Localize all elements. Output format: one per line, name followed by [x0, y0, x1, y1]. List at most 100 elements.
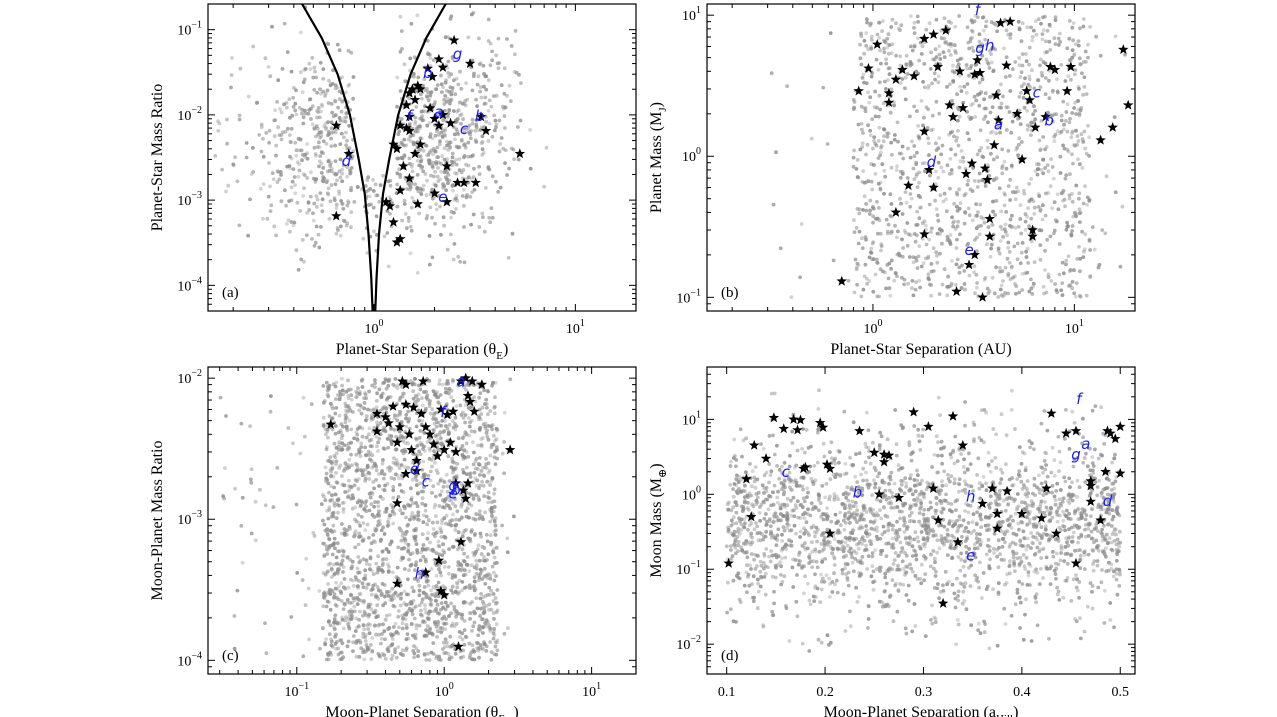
simulated-point [389, 438, 393, 443]
simulated-point [419, 116, 423, 121]
simulated-point [244, 155, 249, 160]
simulated-point [299, 30, 303, 35]
simulated-point [1006, 291, 1010, 296]
simulated-point [969, 18, 974, 23]
simulated-point [303, 154, 307, 159]
simulated-point [359, 499, 364, 504]
simulated-point [412, 655, 416, 660]
simulated-point [965, 91, 969, 95]
simulated-point [505, 37, 509, 41]
simulated-point [506, 255, 511, 260]
simulated-point [381, 487, 385, 492]
simulated-point [821, 85, 826, 90]
simulated-point [446, 454, 451, 459]
simulated-point [413, 514, 417, 518]
simulated-point [487, 167, 492, 172]
simulated-point [289, 185, 294, 190]
simulated-point [468, 617, 472, 621]
star-icon [343, 148, 355, 159]
simulated-point [1058, 131, 1062, 136]
simulated-point [461, 416, 466, 420]
simulated-point [485, 388, 490, 393]
simulated-point [446, 644, 450, 649]
simulated-point [287, 133, 292, 138]
star-icon [400, 379, 412, 390]
simulated-point [303, 67, 308, 71]
simulated-point [374, 399, 379, 403]
simulated-point [322, 594, 327, 599]
simulated-point [1018, 75, 1023, 79]
simulated-point [329, 469, 333, 474]
simulated-point [348, 557, 352, 562]
simulated-point [458, 635, 462, 639]
simulated-point [865, 142, 870, 147]
simulated-point [1098, 53, 1103, 58]
simulated-point [433, 514, 438, 519]
star-icon [1021, 85, 1032, 96]
simulated-point [484, 649, 489, 653]
simulated-point [409, 21, 414, 26]
simulated-point [946, 275, 950, 279]
simulated-point [980, 154, 984, 159]
simulated-point [484, 119, 489, 124]
simulated-point [483, 186, 488, 190]
simulated-point [259, 149, 264, 154]
simulated-point [492, 578, 497, 583]
simulated-point [1017, 108, 1022, 113]
simulated-point [903, 97, 908, 102]
simulated-point [458, 403, 463, 408]
simulated-point [974, 98, 979, 103]
simulated-point [367, 477, 372, 481]
simulated-point [397, 466, 402, 470]
simulated-point [400, 47, 404, 51]
simulated-point [301, 395, 306, 400]
simulated-point [1003, 222, 1008, 227]
simulated-point [1112, 115, 1117, 119]
simulated-point [865, 20, 869, 25]
simulated-point [275, 100, 279, 104]
simulated-point [321, 384, 326, 388]
simulated-point [952, 219, 956, 224]
simulated-point [472, 470, 477, 475]
simulated-point [424, 577, 429, 582]
simulated-point [444, 78, 448, 83]
annotation-label: c [422, 473, 431, 491]
star-icon [433, 53, 445, 64]
simulated-point [344, 415, 349, 420]
simulated-points [769, 13, 1127, 299]
simulated-point [422, 478, 427, 483]
simulated-point [1065, 224, 1070, 229]
simulated-point [414, 501, 418, 505]
simulated-point [301, 115, 306, 120]
simulated-point [1103, 231, 1108, 236]
simulated-point [1037, 228, 1042, 233]
simulated-point [376, 623, 380, 628]
simulated-point [369, 541, 374, 546]
simulated-point [402, 546, 407, 550]
simulated-point [900, 275, 904, 280]
star-icon [424, 428, 436, 439]
simulated-point [476, 633, 481, 638]
simulated-point [454, 171, 459, 176]
star-icon [428, 438, 440, 449]
simulated-point [916, 20, 920, 24]
star-icon [455, 536, 467, 547]
simulated-point [1079, 106, 1084, 110]
simulated-point [446, 71, 451, 75]
simulated-point [493, 644, 498, 649]
simulated-point [945, 235, 950, 239]
simulated-point [471, 516, 476, 521]
simulated-point [1000, 171, 1005, 176]
simulated-point [482, 574, 487, 579]
simulated-point [957, 265, 962, 270]
simulated-point [472, 588, 477, 593]
simulated-point [451, 501, 455, 506]
simulated-point [386, 437, 390, 441]
simulated-point [859, 62, 864, 67]
simulated-point [449, 498, 454, 503]
simulated-point [860, 76, 865, 80]
simulated-point [1012, 244, 1017, 249]
simulated-point [240, 495, 245, 500]
simulated-point [1036, 204, 1041, 209]
simulated-point [986, 291, 991, 296]
